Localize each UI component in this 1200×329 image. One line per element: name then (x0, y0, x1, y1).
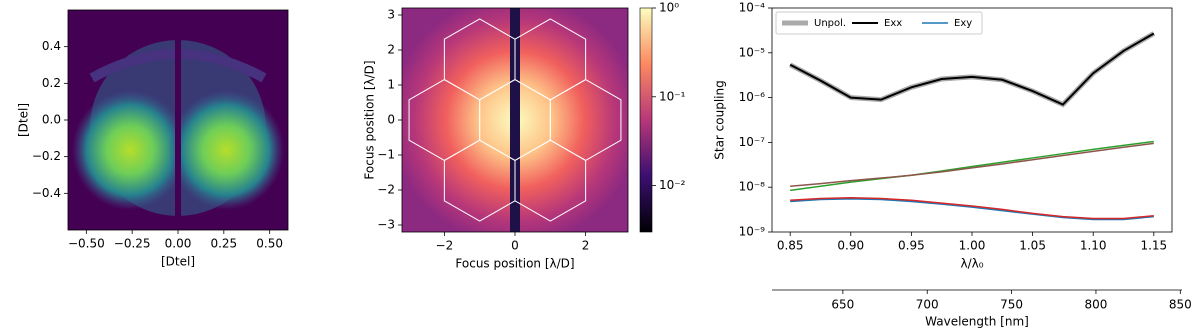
hexagon (443, 139, 516, 222)
pupil-image (68, 10, 288, 230)
x-tick-label: 0.00 (165, 237, 192, 251)
series-line (790, 140, 1154, 192)
x-tick-label: 1.15 (1140, 239, 1167, 253)
x-tick-label: 1.05 (1019, 239, 1046, 253)
x-tick-label: 0 (511, 239, 519, 253)
y-tick-label: −3 (377, 218, 395, 232)
x-tick-label: 0.90 (837, 239, 864, 253)
x-tick-label: 0.50 (256, 237, 283, 251)
y-tick-label: 10⁻⁸ (739, 180, 766, 194)
colorbar-tick-label: 10⁻¹ (659, 89, 686, 103)
y-tick-label: 10⁻⁶ (739, 90, 766, 104)
y-tick-label: 2 (387, 43, 395, 57)
x-tick-label: 2 (582, 239, 590, 253)
y-axis-label: [Dtel] (17, 103, 31, 137)
colorbar-tick-label: 10⁻² (659, 178, 686, 192)
aperture-outline (408, 18, 622, 222)
series-line (790, 197, 1154, 220)
legend-label: Exy (954, 18, 972, 29)
x-axis-label: [Dtel] (161, 255, 195, 269)
x-tick-label: 1.00 (959, 239, 986, 253)
y-tick-label: −2 (377, 183, 395, 197)
focal-image (402, 8, 628, 232)
colorbar-tick-label: 10⁰ (659, 1, 679, 15)
y-tick-label: −0.2 (32, 149, 61, 163)
x-tick-label: 0.25 (210, 237, 237, 251)
x2-axis-label: Wavelength [nm] (925, 315, 1029, 329)
y-tick-label: 10⁻⁴ (739, 1, 766, 15)
legend-label: Unpol. (814, 18, 846, 29)
y-tick-label: 0.0 (42, 113, 61, 127)
y-tick-label: 0.4 (42, 39, 61, 53)
series-line (789, 32, 1155, 106)
x-tick-label: 1.10 (1080, 239, 1107, 253)
legend-label: Exx (884, 18, 902, 29)
series-line (790, 198, 1154, 221)
hexagon (443, 18, 516, 101)
x2-tick-label: 700 (916, 298, 939, 312)
y-tick-label: 1 (387, 78, 395, 92)
x2-tick-label: 750 (1000, 298, 1023, 312)
y-tick-label: 10⁻⁹ (739, 225, 766, 239)
x-axis-label: Focus position [λ/D] (455, 257, 574, 271)
legend-box (775, 11, 983, 35)
x-tick-label: −0.50 (68, 237, 105, 251)
y-axis-label: Star coupling (713, 80, 727, 159)
series-line (790, 142, 1154, 187)
y-tick-label: 0.2 (42, 76, 61, 90)
x2-tick-label: 650 (831, 298, 854, 312)
x-axis-label: λ/λ₀ (960, 257, 983, 271)
y-axis-label: Focus position [λ/D] (363, 60, 377, 179)
x-tick-label: −0.25 (114, 237, 151, 251)
y-tick-label: −1 (377, 148, 395, 162)
x-tick-label: −2 (436, 239, 454, 253)
y-tick-label: 3 (387, 8, 395, 22)
x-tick-label: 0.85 (777, 239, 804, 253)
x2-tick-label: 850 (1169, 298, 1192, 312)
y-tick-label: 10⁻⁵ (739, 45, 766, 59)
x2-tick-label: 800 (1084, 298, 1107, 312)
y-tick-label: 0 (387, 113, 395, 127)
x-tick-label: 0.95 (898, 239, 925, 253)
y-tick-label: 10⁻⁷ (739, 135, 766, 149)
colorbar (639, 7, 653, 233)
y-tick-label: −0.4 (32, 186, 61, 200)
